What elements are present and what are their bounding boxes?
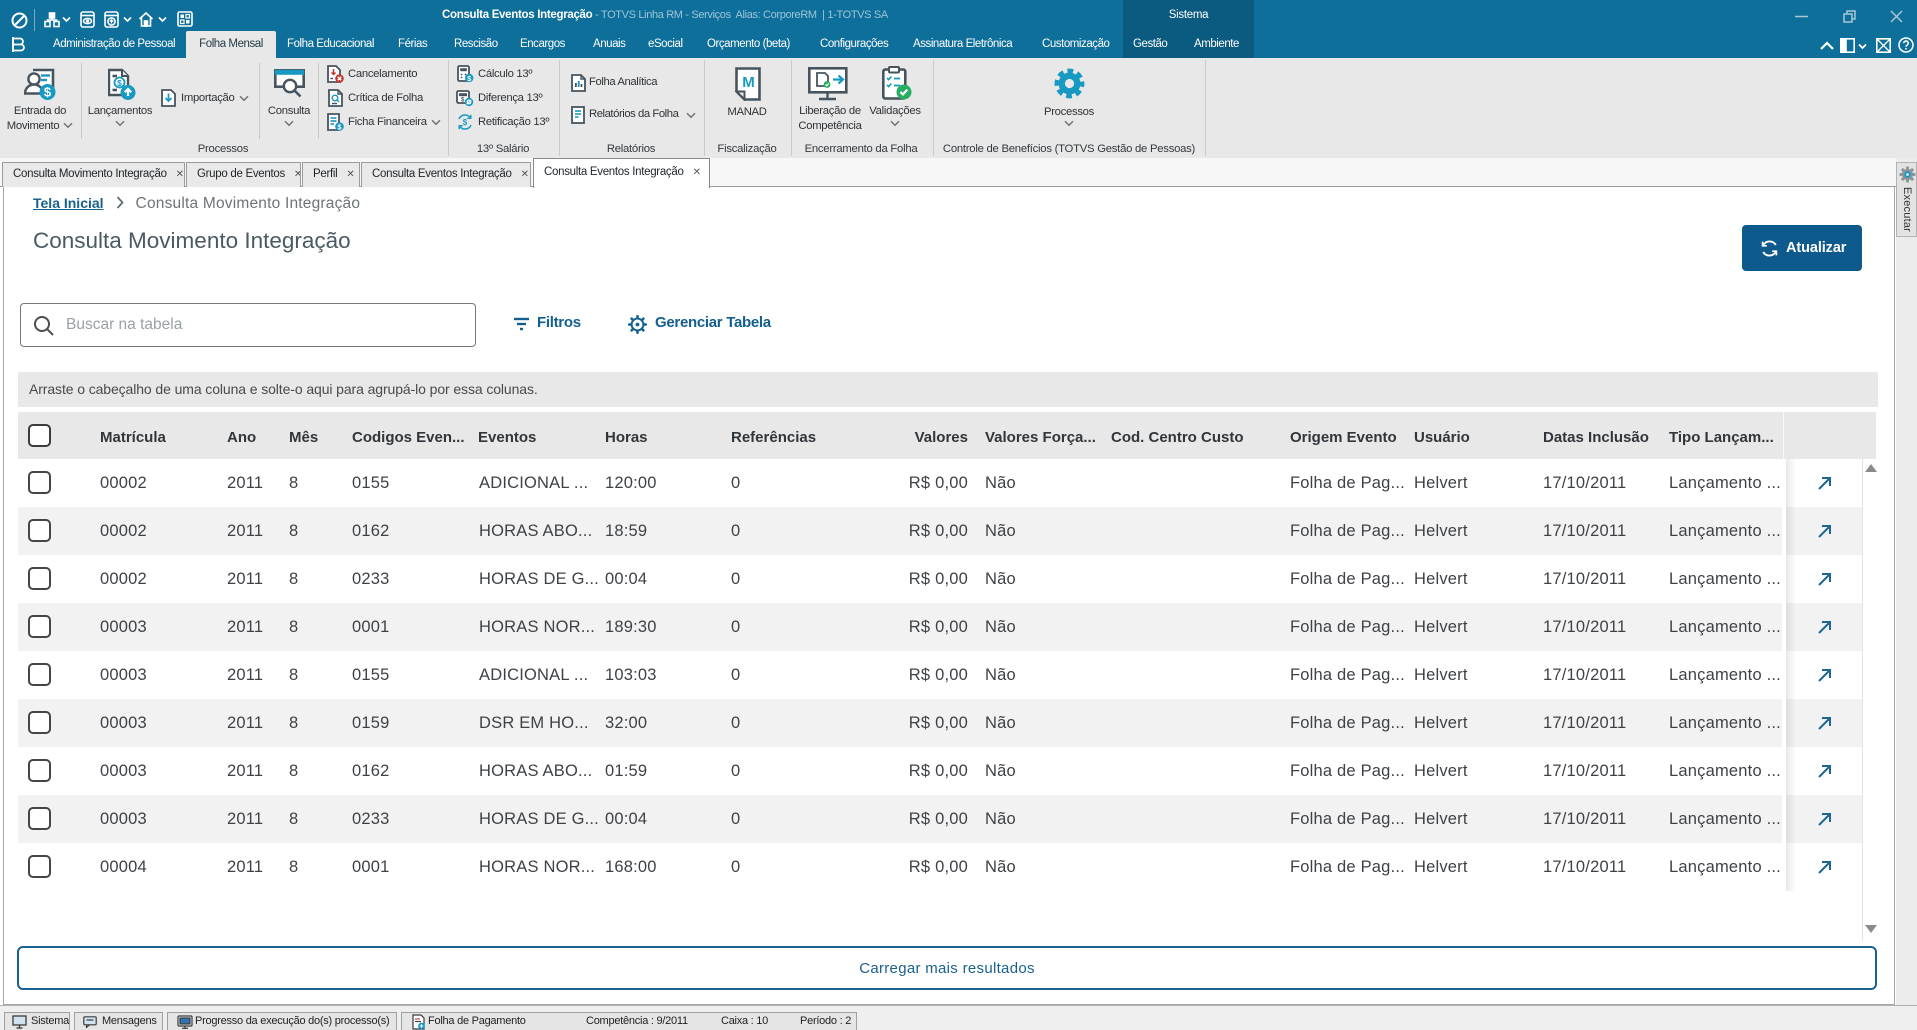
svg-text:M: M: [742, 74, 755, 91]
svg-text:$: $: [117, 78, 122, 88]
svg-text:$: $: [467, 74, 472, 83]
svg-text:$: $: [337, 122, 342, 131]
svg-text:$: $: [461, 98, 465, 104]
svg-text:$: $: [463, 118, 468, 127]
svg-text:$: $: [44, 85, 52, 100]
